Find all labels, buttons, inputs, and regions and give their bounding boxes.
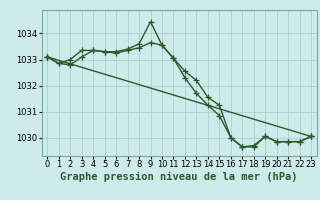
X-axis label: Graphe pression niveau de la mer (hPa): Graphe pression niveau de la mer (hPa) — [60, 172, 298, 182]
